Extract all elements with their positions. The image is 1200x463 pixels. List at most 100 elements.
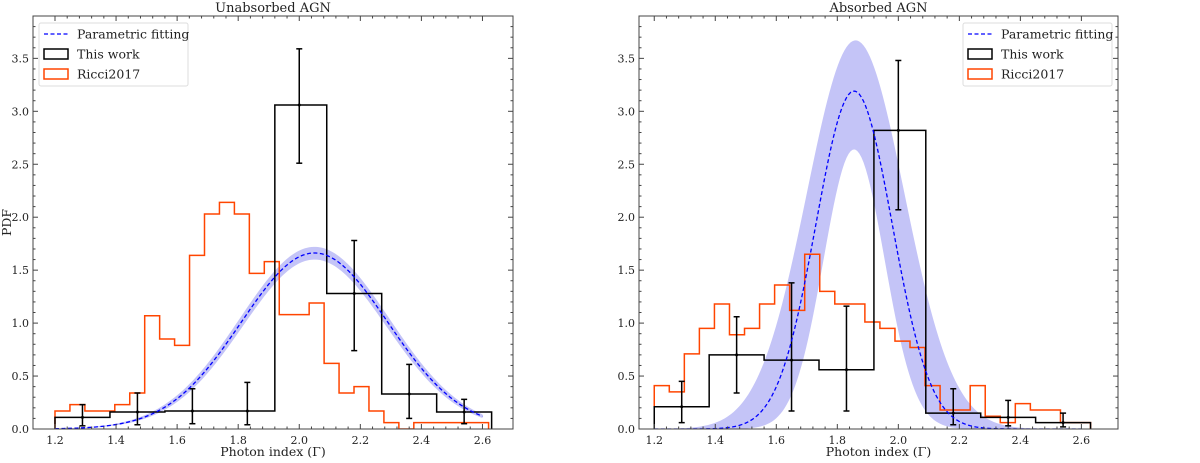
this-work-errorbar bbox=[351, 239, 358, 352]
this-work-errorbar bbox=[461, 398, 468, 425]
ricci2017-bin bbox=[970, 386, 985, 429]
data-point bbox=[1061, 421, 1065, 425]
panel-unabsorbed: 1.2 1.4 1.6 1.8 2.0 2.2 2.4 2.6 0.0 0.5 1.0 1.5 2.0 2… bbox=[0, 1, 514, 459]
x-tick-label: 2.0 bbox=[890, 434, 908, 447]
x-tick-label: 1.4 bbox=[707, 434, 725, 447]
ricci2017-bin bbox=[1045, 410, 1060, 429]
ricci2017-bin bbox=[264, 262, 279, 429]
panel-absorbed: 1.2 1.4 1.6 1.8 2.0 2.2 2.4 2.6 0.0 0.5 1.0 1.5 2.0 2… bbox=[618, 1, 1119, 459]
y-tick-label: 3.0 bbox=[618, 105, 636, 118]
y-tick-label: 0.0 bbox=[12, 423, 30, 436]
ricci2017-bin bbox=[1030, 410, 1045, 429]
fit-confidence-band bbox=[654, 40, 1082, 429]
this-work-histogram bbox=[54, 104, 493, 429]
y-tick-label: 3.5 bbox=[618, 52, 636, 65]
ricci2017-histogram bbox=[653, 253, 1092, 429]
x-tick-label: 2.4 bbox=[413, 434, 431, 447]
ricci2017-bin bbox=[820, 291, 835, 429]
y-tick-label: 2.0 bbox=[12, 211, 30, 224]
ricci2017-bin bbox=[324, 363, 339, 429]
this-work-errorbar bbox=[79, 403, 86, 427]
ricci2017-bin bbox=[279, 315, 294, 429]
x-tick-label: 2.6 bbox=[474, 434, 492, 447]
data-point bbox=[407, 392, 411, 396]
parametric-fit-curve bbox=[54, 252, 483, 429]
ricci2017-bin bbox=[474, 423, 489, 429]
ricci2017-bin bbox=[429, 423, 444, 429]
x-tick-label: 1.6 bbox=[768, 434, 786, 447]
x-tick-label: 1.2 bbox=[646, 434, 664, 447]
y-tick-label: 1.5 bbox=[618, 264, 636, 277]
ricci2017-bin bbox=[910, 347, 925, 429]
x-tick-label: 2.4 bbox=[1012, 434, 1030, 447]
legend-box bbox=[38, 22, 189, 87]
x-tick-label: 1.8 bbox=[229, 434, 247, 447]
y-tick-label: 1.5 bbox=[12, 264, 30, 277]
y-tick-label: 0.5 bbox=[12, 370, 30, 383]
ricci2017-bin bbox=[865, 322, 880, 429]
this-work-errorbar bbox=[895, 59, 902, 211]
ricci2017-bin bbox=[714, 304, 729, 429]
ricci2017-bin bbox=[294, 315, 309, 429]
ricci2017-bin bbox=[1015, 404, 1030, 429]
y-axis-label: PDF bbox=[0, 209, 14, 236]
ricci2017-bin bbox=[204, 214, 219, 429]
x-axis-label: Photon index (Γ) bbox=[826, 444, 931, 459]
x-tick-label: 1.4 bbox=[107, 434, 125, 447]
this-work-errorbar bbox=[134, 392, 141, 426]
ricci2017-bin bbox=[850, 304, 865, 429]
legend-box bbox=[962, 22, 1113, 87]
x-tick-label: 1.8 bbox=[829, 434, 847, 447]
legend-this-work-swatch bbox=[43, 48, 69, 60]
ricci2017-histogram bbox=[54, 201, 490, 429]
legend-this-work-swatch bbox=[967, 48, 993, 60]
y-tick-label: 0.5 bbox=[618, 370, 636, 383]
this-work-errorbar bbox=[678, 380, 685, 424]
data-point bbox=[135, 410, 139, 414]
legend-label: Parametric fitting bbox=[77, 27, 189, 42]
axes-frame bbox=[638, 15, 1119, 430]
legend-label: This work bbox=[1001, 47, 1064, 62]
ricci2017-bin bbox=[895, 341, 910, 429]
data-point bbox=[352, 291, 356, 295]
ricci2017-bin bbox=[55, 411, 70, 429]
this-work-errorbar bbox=[843, 305, 850, 412]
legend: Parametric fitting This work Ricci2017 bbox=[38, 22, 189, 87]
y-tick-label: 2.5 bbox=[12, 158, 30, 171]
ricci2017-bin bbox=[219, 202, 234, 429]
ricci2017-bin bbox=[115, 405, 130, 429]
data-point bbox=[462, 410, 466, 414]
ricci2017-bin bbox=[684, 354, 699, 429]
ricci2017-bin bbox=[985, 416, 1000, 429]
ricci2017-bin bbox=[1075, 423, 1090, 429]
ricci2017-bin bbox=[745, 328, 760, 429]
y-tick-label: 2.5 bbox=[618, 158, 636, 171]
ricci2017-bin bbox=[369, 411, 384, 429]
ricci2017-bin bbox=[699, 328, 714, 429]
legend: Parametric fitting This work Ricci2017 bbox=[962, 22, 1113, 87]
chart-title: Absorbed AGN bbox=[828, 1, 927, 16]
axes-frame bbox=[32, 15, 514, 430]
plot-area bbox=[54, 48, 493, 429]
chart-title: Unabsorbed AGN bbox=[215, 1, 331, 16]
y-tick-label: 1.0 bbox=[12, 317, 30, 330]
ricci2017-bin bbox=[925, 386, 940, 429]
ricci2017-bin bbox=[354, 387, 369, 429]
x-tick-label: 1.2 bbox=[46, 434, 64, 447]
data-point bbox=[1006, 415, 1010, 419]
ricci2017-bin bbox=[160, 339, 175, 429]
ricci2017-bin bbox=[249, 273, 264, 429]
x-tick-label: 2.2 bbox=[352, 434, 370, 447]
legend-ricci-swatch bbox=[967, 68, 993, 80]
x-axis-label: Photon index (Γ) bbox=[220, 444, 325, 459]
data-point bbox=[844, 368, 848, 372]
data-point bbox=[190, 409, 194, 413]
data-point bbox=[896, 128, 900, 132]
y-tick-label: 3.5 bbox=[12, 52, 30, 65]
this-work-errorbar bbox=[1005, 399, 1012, 427]
this-work-errorbar bbox=[189, 388, 196, 425]
legend-label: Ricci2017 bbox=[77, 67, 140, 82]
legend-ricci-swatch bbox=[43, 68, 69, 80]
y-tick-label: 3.0 bbox=[12, 105, 30, 118]
this-work-errorbar bbox=[296, 48, 303, 164]
